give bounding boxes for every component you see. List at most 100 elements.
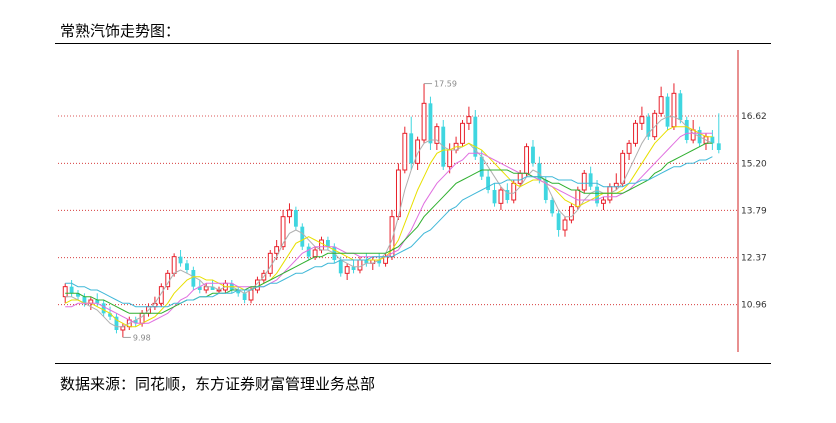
top-divider (55, 43, 771, 44)
candle (678, 90, 683, 124)
y-tick-label: 13.79 (741, 206, 767, 216)
y-tick-label: 10.96 (741, 301, 767, 311)
candle-body (479, 156, 484, 177)
candle (601, 196, 606, 210)
candle (473, 110, 478, 160)
candle (626, 140, 632, 160)
candle-body (197, 286, 202, 290)
candle-body (108, 313, 112, 317)
candle (178, 250, 183, 267)
candle-body (101, 303, 106, 314)
candle (543, 176, 548, 204)
candle-body (575, 189, 581, 208)
candle (434, 123, 440, 150)
candle-body (357, 259, 363, 271)
candle (185, 260, 189, 274)
candle-body (550, 200, 555, 214)
candle (562, 216, 568, 237)
candle (101, 300, 106, 317)
candle (568, 203, 574, 224)
candle-body (568, 206, 574, 221)
candle (421, 83, 427, 144)
candle (293, 206, 298, 230)
candle-body (505, 190, 510, 200)
candle-body (537, 163, 542, 180)
candle-body (69, 286, 74, 294)
candle-body (114, 316, 119, 330)
candle-body (716, 143, 721, 150)
y-tick-label: 12.37 (741, 254, 767, 264)
candle-body (236, 290, 241, 294)
candle (466, 106, 472, 130)
candle (492, 183, 497, 207)
candle (498, 186, 504, 210)
candle-body (517, 172, 523, 184)
candle-body (62, 286, 68, 298)
y-axis: 16.62 15.20 13.79 12.37 10.96 (737, 50, 767, 352)
candle-body (601, 199, 606, 204)
candle (165, 270, 171, 290)
candle-body (178, 256, 183, 264)
candle-body (364, 260, 369, 264)
candle-body (95, 300, 100, 304)
candle (158, 283, 164, 307)
candle (76, 290, 80, 300)
candle (671, 83, 677, 130)
candle-body (191, 270, 196, 287)
candle (658, 86, 664, 117)
candle (409, 116, 414, 170)
candle-body (473, 116, 478, 157)
candle-body (531, 146, 535, 164)
candle (486, 170, 491, 194)
extreme-label: 17.59 (434, 80, 457, 89)
bottom-divider (55, 363, 771, 364)
extreme-label: 9.98 (133, 333, 151, 342)
candle (191, 266, 196, 290)
candle-body (447, 149, 453, 168)
y-tick-label: 16.62 (741, 112, 767, 122)
data-source: 数据来源：同花顺，东方证券财富管理业务总部 (60, 375, 376, 393)
candle (550, 196, 555, 217)
moving-averages (64, 116, 713, 328)
candle-body (460, 122, 465, 144)
candle (639, 106, 645, 130)
candle-body (588, 173, 593, 187)
candle (210, 280, 215, 290)
candle-body (171, 256, 177, 274)
candle-body (306, 246, 311, 257)
candle (556, 210, 561, 237)
moving-average-line (65, 142, 713, 314)
candle-body (421, 102, 427, 141)
candle-body (524, 146, 529, 174)
candle-body (377, 260, 382, 264)
candle-body (486, 176, 491, 190)
candle-body (76, 293, 80, 297)
candle-body (158, 286, 164, 304)
candle (633, 120, 638, 147)
candle-body (242, 293, 247, 300)
candle-body (581, 172, 587, 191)
candle-body (415, 139, 421, 164)
candle-body (293, 210, 298, 227)
candle (428, 96, 433, 150)
candle-body (428, 103, 433, 144)
candle-body (274, 246, 280, 254)
candle (684, 116, 689, 144)
candle-body (613, 182, 619, 188)
candle-body (338, 260, 343, 274)
candle (524, 143, 529, 177)
candle (531, 140, 535, 167)
candle-body (319, 239, 324, 251)
candle-body (639, 116, 645, 124)
candle-body (492, 190, 497, 204)
candle-body (671, 92, 677, 128)
candle (133, 316, 138, 327)
candle (460, 120, 465, 147)
candle (402, 126, 408, 174)
candle (267, 250, 273, 277)
candle (581, 170, 587, 194)
candle (326, 236, 330, 250)
candle (344, 263, 350, 280)
candle (665, 93, 670, 130)
candle-body (344, 266, 350, 274)
